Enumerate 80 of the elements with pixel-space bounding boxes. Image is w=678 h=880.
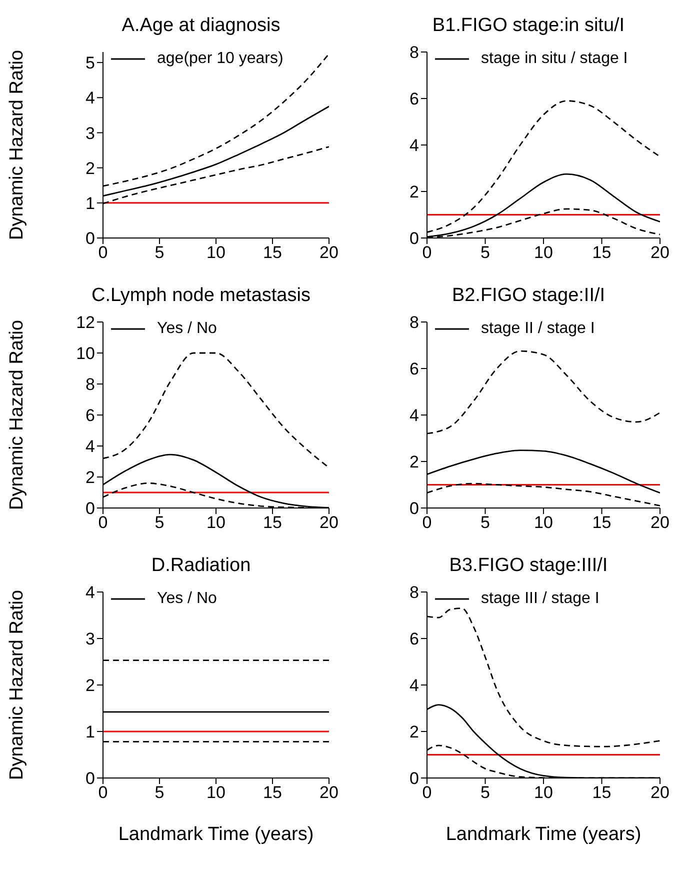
y-tick-label: 2 [86,158,95,178]
y-tick-label: 1 [86,722,95,742]
y-axis-title: Dynamic Hazard Ratio [6,590,28,780]
x-tick-label: 0 [422,513,432,532]
x-tick-label: 15 [263,513,282,532]
y-tick-label: 0 [86,769,95,788]
y-tick-label: 2 [86,676,95,696]
legend-label: stage II / stage I [481,320,595,338]
x-tick-label: 15 [592,513,612,532]
x-tick-label: 5 [154,513,164,532]
x-axis-title: Landmark Time (years) [118,824,314,845]
y-tick-label: 4 [86,583,95,602]
y-tick-label: 2 [410,452,419,472]
x-tick-label: 20 [320,783,338,802]
y-tick-label: 1 [86,194,95,213]
y-tick-label: 8 [410,43,419,62]
x-tick-label: 5 [154,783,164,802]
x-axis-title: Landmark Time (years) [446,824,642,845]
chart-title: A.Age at diagnosis [120,14,282,38]
y-tick-label: 12 [76,313,95,332]
x-tick-label: 10 [534,243,553,262]
y-tick-label: 6 [410,630,419,649]
y-axis-title: Dynamic Hazard Ratio [6,50,28,240]
x-tick-label: 10 [534,513,553,532]
y-tick-label: 4 [86,88,95,108]
legend-label: Yes / No [157,590,217,608]
x-tick-label: 10 [206,243,226,262]
legend-label: Yes / No [157,320,217,338]
y-tick-label: 8 [410,583,419,602]
y-axis-title: Dynamic Hazard Ratio [6,320,28,510]
chart-title: D.Radiation [150,554,252,578]
y-tick-label: 0 [410,769,419,788]
x-tick-label: 0 [422,783,432,802]
x-tick-label: 10 [534,783,553,802]
x-tick-label: 20 [320,513,338,532]
x-tick-label: 5 [480,783,490,802]
y-tick-label: 2 [410,722,419,742]
y-tick-label: 6 [410,360,419,379]
x-tick-label: 15 [263,243,282,262]
y-tick-label: 5 [86,54,95,73]
x-tick-label: 20 [320,243,338,262]
y-tick-label: 10 [76,344,95,364]
x-tick-label: 0 [98,513,108,532]
y-tick-label: 8 [410,313,419,332]
y-tick-label: 3 [86,630,95,649]
x-tick-label: 20 [650,513,670,532]
y-tick-label: 4 [410,136,419,156]
legend-label: age(per 10 years) [157,50,284,68]
y-tick-label: 2 [410,182,419,202]
x-tick-label: 0 [98,243,108,262]
x-tick-label: 10 [206,513,226,532]
chart-title: C.Lymph node metastasis [90,284,312,308]
y-tick-label: 0 [410,229,419,248]
y-tick-label: 0 [86,229,95,248]
chart-title: B3.FIGO stage:III/I [448,554,609,578]
x-tick-label: 15 [263,783,282,802]
x-tick-label: 15 [592,243,612,262]
x-tick-label: 15 [592,783,612,802]
y-tick-label: 0 [410,499,419,518]
x-tick-label: 0 [98,783,108,802]
chart-title: B2.FIGO stage:II/I [450,284,606,308]
y-tick-label: 4 [410,676,419,696]
y-tick-label: 2 [86,468,95,488]
y-tick-label: 8 [86,375,95,394]
legend-label: stage III / stage I [481,590,600,608]
x-tick-label: 5 [480,243,490,262]
y-tick-label: 0 [86,499,95,518]
legend-label: stage in situ / stage I [481,50,628,68]
y-tick-label: 6 [410,90,419,109]
chart-title: B1.FIGO stage:in situ/I [431,14,626,38]
x-tick-label: 5 [480,513,490,532]
x-tick-label: 20 [650,243,670,262]
y-tick-label: 4 [410,406,419,426]
y-tick-label: 6 [86,406,95,426]
y-tick-label: 4 [86,437,95,456]
x-tick-label: 5 [154,243,164,262]
x-tick-label: 0 [422,243,432,262]
x-tick-label: 20 [650,783,670,802]
y-tick-label: 3 [86,124,95,143]
x-tick-label: 10 [206,783,226,802]
